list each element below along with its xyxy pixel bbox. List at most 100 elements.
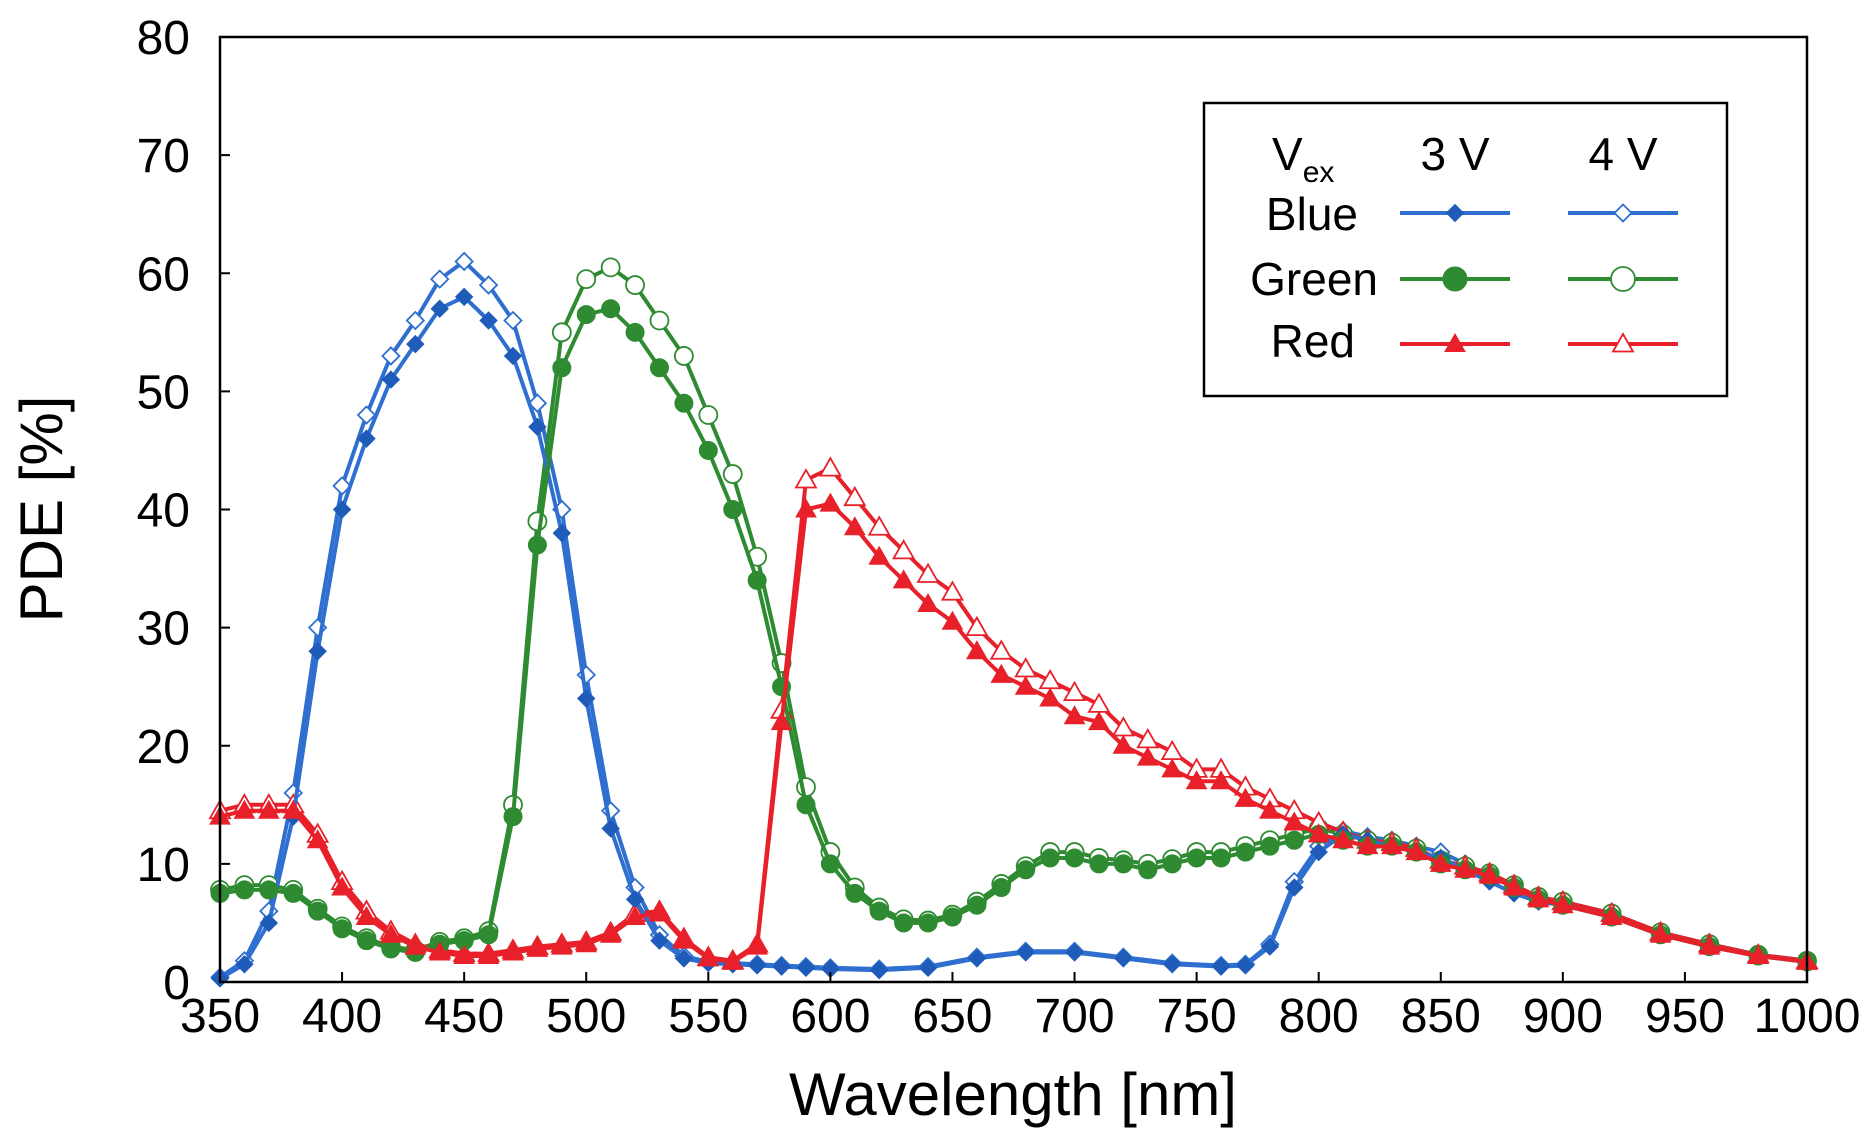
- data-point: [918, 913, 938, 933]
- data-point: [916, 562, 940, 583]
- x-tick-label: 550: [668, 990, 748, 1043]
- data-point: [1138, 860, 1158, 880]
- data-point: [257, 799, 280, 819]
- data-point: [478, 275, 499, 295]
- data-point: [332, 500, 352, 519]
- legend-sample-marker: [1613, 203, 1633, 223]
- data-point: [794, 468, 818, 489]
- data-point: [599, 923, 622, 943]
- data-point: [770, 711, 793, 731]
- data-point: [1356, 835, 1379, 855]
- data-point: [454, 287, 474, 307]
- data-point: [1185, 770, 1208, 790]
- data-point: [1040, 848, 1060, 868]
- data-point: [1236, 956, 1255, 975]
- data-point: [673, 929, 695, 949]
- legend-row-green: Green: [1250, 253, 1378, 305]
- data-point: [1600, 906, 1623, 926]
- x-tick-label: 400: [302, 990, 382, 1043]
- data-point: [869, 901, 889, 921]
- data-point: [747, 956, 767, 975]
- y-axis-title: PDE [%]: [8, 396, 75, 623]
- data-point: [648, 902, 671, 922]
- data-point: [1258, 799, 1281, 819]
- data-point: [845, 883, 865, 903]
- legend-samples: [1400, 203, 1678, 353]
- data-point: [577, 689, 596, 708]
- data-point: [796, 795, 816, 815]
- data-point: [527, 393, 548, 413]
- legend-row-red: Red: [1271, 315, 1355, 367]
- data-point: [453, 945, 476, 965]
- data-point: [1210, 770, 1232, 790]
- data-point: [625, 322, 645, 342]
- series-green-3-v: [210, 299, 1817, 972]
- data-point: [892, 539, 916, 560]
- data-point: [941, 610, 964, 630]
- x-axis-title: Wavelength [nm]: [789, 1061, 1237, 1128]
- data-point: [624, 906, 646, 926]
- data-point: [843, 516, 866, 536]
- data-point: [1065, 943, 1084, 962]
- data-point: [625, 890, 645, 909]
- legend-sample-marker: [1611, 332, 1635, 353]
- data-point: [650, 931, 669, 950]
- data-point: [1551, 894, 1574, 914]
- data-point: [404, 935, 427, 955]
- data-point: [406, 334, 425, 354]
- data-point: [601, 819, 620, 838]
- data-point: [259, 913, 279, 933]
- data-point: [429, 269, 450, 289]
- data-point: [380, 923, 402, 943]
- legend-column-3v: 3 V: [1420, 128, 1489, 180]
- data-point: [477, 945, 500, 965]
- y-tick-label: 40: [137, 485, 190, 538]
- series-layer: [208, 251, 1819, 988]
- series-red-3-v: [209, 492, 1818, 970]
- data-point: [722, 464, 743, 484]
- data-point: [918, 958, 938, 978]
- data-point: [870, 960, 889, 980]
- x-tick-label: 450: [424, 990, 504, 1043]
- data-point: [528, 417, 547, 437]
- data-point: [868, 545, 891, 565]
- data-point: [550, 935, 573, 955]
- data-point: [1405, 841, 1428, 861]
- data-point: [892, 569, 915, 589]
- x-tick-label: 950: [1645, 990, 1725, 1043]
- data-point: [1187, 848, 1207, 868]
- data-point: [405, 310, 426, 331]
- data-point: [698, 405, 719, 425]
- data-point: [357, 429, 376, 448]
- data-point: [576, 305, 596, 325]
- x-tick-label: 750: [1157, 990, 1237, 1043]
- legend-column-4v: 4 V: [1588, 128, 1657, 180]
- data-point: [894, 913, 914, 933]
- data-point: [1527, 888, 1550, 908]
- x-tick-label: 650: [912, 990, 992, 1043]
- data-point: [282, 799, 305, 819]
- data-point: [355, 906, 378, 926]
- data-point: [283, 883, 303, 903]
- y-tick-label: 20: [137, 721, 190, 774]
- x-tick-label: 800: [1279, 990, 1359, 1043]
- x-tick-label: 350: [180, 990, 260, 1043]
- data-point: [601, 299, 621, 319]
- data-point: [1062, 680, 1087, 701]
- data-point: [575, 933, 598, 953]
- data-point: [1162, 955, 1182, 974]
- data-point: [1211, 957, 1231, 976]
- data-point: [674, 949, 694, 968]
- data-point: [1454, 858, 1477, 878]
- data-point: [1283, 811, 1306, 831]
- data-point: [1112, 734, 1135, 754]
- data-point: [235, 955, 254, 974]
- data-point: [308, 642, 327, 661]
- data-point: [1089, 854, 1109, 874]
- data-point: [967, 949, 987, 968]
- data-point: [990, 663, 1013, 683]
- data-point: [991, 878, 1011, 897]
- y-tick-label: 0: [163, 957, 190, 1010]
- data-point: [332, 919, 352, 939]
- data-point: [527, 535, 547, 555]
